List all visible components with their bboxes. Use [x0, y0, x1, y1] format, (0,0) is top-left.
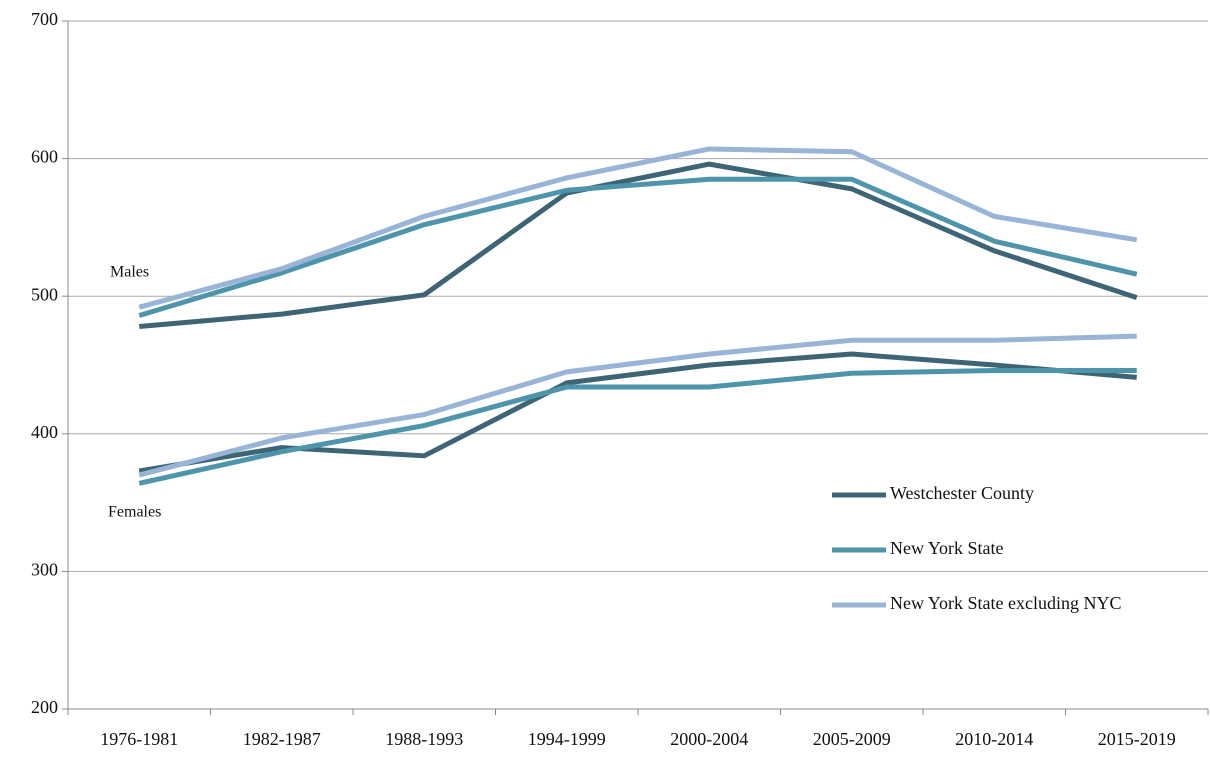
line-series — [139, 161, 1138, 329]
x-tick-label: 1994-1999 — [528, 729, 606, 749]
line-series — [138, 146, 1138, 310]
group-label: Females — [108, 504, 161, 521]
x-tick-label: 2010-2014 — [955, 729, 1033, 749]
legend-label: Westchester County — [890, 483, 1034, 503]
y-tick-label: 700 — [31, 9, 58, 29]
legend-label: New York State — [890, 538, 1004, 558]
line-series — [138, 333, 1137, 478]
y-tick-label: 300 — [31, 560, 58, 580]
y-tick-label: 200 — [31, 697, 58, 717]
y-tick-label: 500 — [31, 284, 58, 304]
line-series — [138, 176, 1138, 318]
line-series — [138, 368, 1137, 486]
legend-label: New York State excluding NYC — [890, 593, 1122, 613]
group-label: Males — [110, 264, 149, 281]
y-tick-label: 600 — [31, 147, 58, 167]
x-tick-label: 1988-1993 — [385, 729, 463, 749]
x-tick-label: 2000-2004 — [670, 729, 748, 749]
x-tick-label: 2005-2009 — [813, 729, 891, 749]
x-tick-label: 1982-1987 — [243, 729, 321, 749]
x-tick-label: 1976-1981 — [100, 729, 178, 749]
y-tick-label: 400 — [31, 422, 58, 442]
x-tick-label: 2015-2019 — [1098, 729, 1176, 749]
